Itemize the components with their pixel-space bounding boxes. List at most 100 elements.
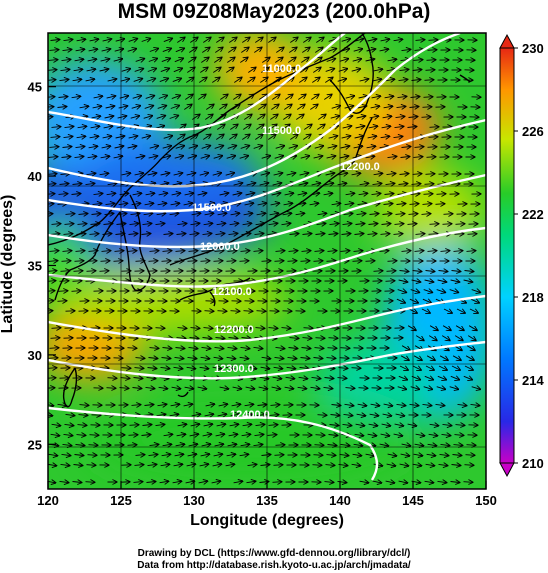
wind-arrow <box>161 454 171 455</box>
wind-arrow <box>407 325 416 331</box>
wind-arrow <box>314 348 324 349</box>
wind-arrow <box>373 173 383 174</box>
wind-arrow <box>155 424 165 425</box>
wind-arrow <box>226 357 236 358</box>
wind-arrow <box>424 80 434 81</box>
wind-arrow <box>268 38 275 43</box>
wind-arrow <box>188 251 198 252</box>
wind-arrow <box>239 454 249 455</box>
wind-arrow <box>429 424 439 425</box>
wind-arrow <box>275 251 285 252</box>
wind-arrow <box>135 261 145 262</box>
wind-arrow <box>299 173 309 175</box>
wind-arrow <box>337 183 347 185</box>
wind-arrow <box>163 136 173 139</box>
wind-arrow <box>358 388 368 389</box>
wind-arrow <box>255 424 265 425</box>
wind-arrow <box>104 116 114 118</box>
wind-arrow <box>218 404 228 406</box>
contour-label: 12200.0 <box>214 324 254 336</box>
wind-arrow <box>248 68 255 73</box>
wind-arrow <box>226 261 236 262</box>
wind-arrow <box>227 58 234 63</box>
wind-arrow <box>146 79 156 82</box>
wind-arrow <box>355 424 365 426</box>
wind-arrow <box>268 328 278 329</box>
wind-arrow <box>415 335 424 341</box>
wind-arrow <box>148 156 158 158</box>
wind-arrow <box>451 366 460 370</box>
wind-arrow <box>215 338 225 339</box>
wind-arrow <box>159 78 168 81</box>
wind-arrow <box>201 146 211 149</box>
wind-arrow <box>146 482 156 483</box>
wind-arrow <box>422 404 432 405</box>
wind-arrow <box>270 405 280 406</box>
wind-arrow <box>424 481 434 482</box>
wind-arrow <box>407 424 417 426</box>
wind-arrow <box>289 48 296 53</box>
wind-arrow <box>187 357 197 358</box>
wind-arrow <box>121 173 131 175</box>
wind-arrow <box>48 184 56 185</box>
wind-arrow <box>351 173 361 175</box>
wind-arrow <box>244 115 251 120</box>
wind-arrow <box>423 387 433 390</box>
wind-arrow <box>242 328 252 329</box>
wind-arrow <box>183 404 193 406</box>
y-tick-label: 35 <box>28 258 42 273</box>
wind-arrow <box>469 309 478 313</box>
wind-arrow <box>120 378 130 379</box>
wind-arrow <box>177 424 187 426</box>
wind-arrow <box>127 251 137 252</box>
wind-arrow <box>367 136 377 138</box>
wind-arrow <box>187 261 197 262</box>
wind-arrow <box>169 213 179 214</box>
x-tick-label: 120 <box>37 493 59 508</box>
wind-arrow <box>295 213 305 214</box>
wind-arrow <box>216 223 226 224</box>
wind-arrow <box>187 68 194 73</box>
wind-arrow <box>75 146 85 147</box>
wind-arrow <box>276 48 283 53</box>
wind-arrow <box>77 126 87 127</box>
wind-arrow <box>323 193 333 195</box>
wind-arrow <box>79 106 89 108</box>
wind-arrow <box>199 367 209 368</box>
wind-arrow <box>201 58 208 63</box>
wind-arrow <box>185 481 195 483</box>
wind-arrow <box>155 223 165 224</box>
x-tick-label: 135 <box>256 493 278 508</box>
wind-arrow <box>213 261 223 262</box>
wind-arrow <box>441 335 450 341</box>
wind-arrow <box>202 338 212 339</box>
wind-arrow <box>470 299 479 303</box>
wind-arrow <box>393 234 403 235</box>
wind-arrow <box>114 251 124 252</box>
wind-arrow <box>412 464 422 466</box>
wind-arrow <box>132 193 142 195</box>
wind-arrow <box>206 105 213 110</box>
wind-arrow <box>369 214 379 215</box>
wind-arrow <box>414 147 424 148</box>
wind-arrow <box>175 251 185 252</box>
wind-arrow <box>202 233 212 234</box>
wind-arrow <box>201 444 211 446</box>
wind-arrow <box>163 38 172 41</box>
y-tick-label: 45 <box>28 80 42 95</box>
wind-arrow <box>141 234 151 235</box>
wind-arrow <box>256 311 266 312</box>
wind-arrow <box>225 173 235 175</box>
wind-arrow <box>227 444 237 446</box>
wind-arrow <box>51 328 61 329</box>
wind-arrow <box>57 404 67 405</box>
y-tick-label: 30 <box>28 348 42 363</box>
wind-arrow <box>173 367 183 368</box>
wind-arrow <box>240 58 247 63</box>
wind-arrow <box>186 78 193 83</box>
wind-arrow <box>354 434 364 435</box>
wind-arrow <box>62 444 72 445</box>
wind-arrow <box>89 435 99 436</box>
wind-arrow <box>396 404 406 405</box>
y-axis: 25 30 35 40 45 <box>28 80 56 452</box>
